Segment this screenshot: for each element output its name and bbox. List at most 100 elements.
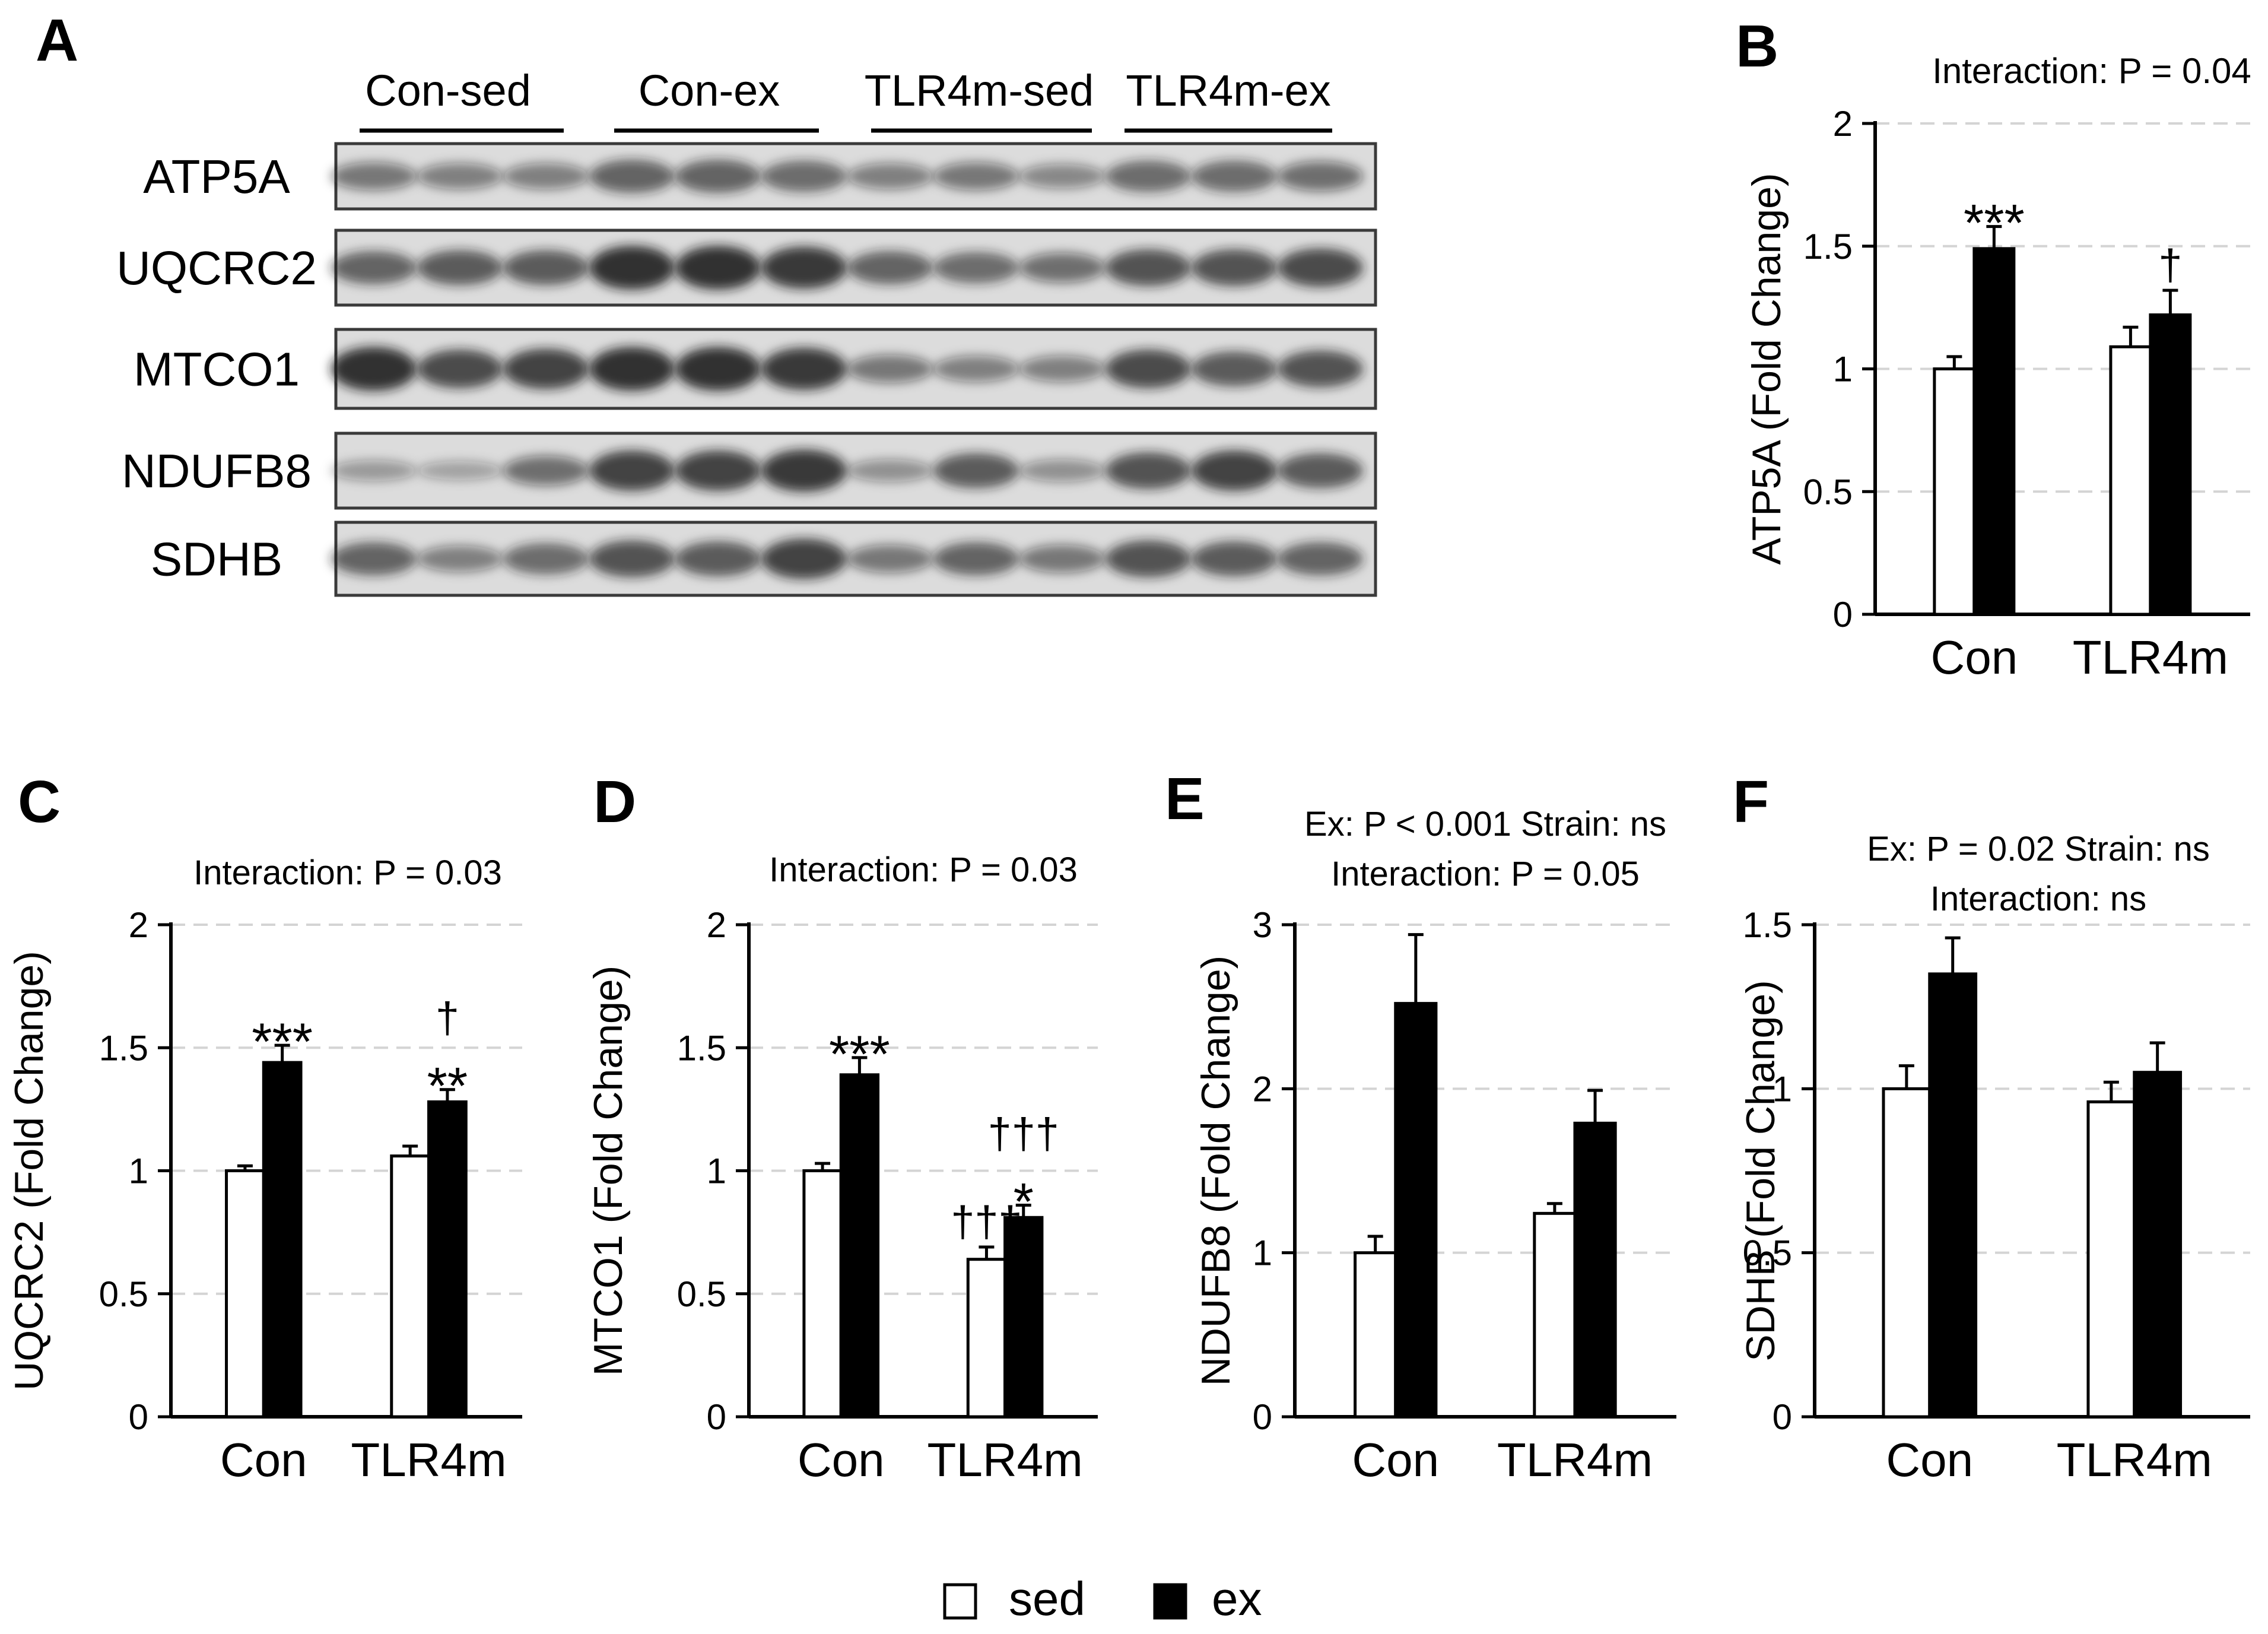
y-tick-label: 0 xyxy=(1833,595,1853,634)
y-tick-label: 2 xyxy=(1833,104,1853,144)
bar-ex-con xyxy=(839,1073,880,1419)
protein-band xyxy=(761,449,847,492)
protein-band xyxy=(331,162,417,191)
significance-marker: *** xyxy=(829,1024,890,1083)
protein-band xyxy=(503,250,589,285)
protein-band xyxy=(503,163,589,189)
protein-band xyxy=(675,347,761,391)
significance-marker: † xyxy=(2158,242,2182,289)
y-axis-label: SDHB (Fold Change) xyxy=(1738,980,1783,1361)
bar-ex-con xyxy=(1972,247,2016,616)
stat-header: Ex: P = 0.02 Strain: ns xyxy=(1867,830,2210,868)
blot-row-ndufb8: NDUFB8 xyxy=(122,431,1377,510)
protein-band xyxy=(933,453,1019,488)
protein-band xyxy=(1019,459,1105,482)
stat-header: Interaction: P = 0.03 xyxy=(769,851,1078,889)
y-tick-label: 1 xyxy=(129,1151,148,1191)
protein-band xyxy=(331,251,417,284)
protein-label: ATP5A xyxy=(143,150,290,203)
protein-band xyxy=(1192,160,1277,192)
protein-band xyxy=(761,538,847,579)
protein-band xyxy=(589,450,675,491)
significance-marker: *** xyxy=(252,1012,313,1071)
panel-label: B xyxy=(1736,13,1778,80)
bar-ex-tlr4m xyxy=(2133,1071,2183,1419)
significance-marker: ** xyxy=(427,1056,468,1115)
protein-band xyxy=(1278,161,1363,191)
protein-label: NDUFB8 xyxy=(122,445,312,497)
protein-band xyxy=(675,160,761,193)
y-tick-label: 1.5 xyxy=(677,1028,726,1068)
protein-band xyxy=(1019,356,1105,382)
blot-row-mtco1: MTCO1 xyxy=(134,328,1377,410)
protein-band xyxy=(1106,249,1191,286)
bar-ex-con xyxy=(1394,1002,1438,1419)
significance-marker: ††† xyxy=(988,1111,1059,1158)
y-tick-label: 0.5 xyxy=(677,1274,726,1314)
bar-ex-con xyxy=(1928,972,1978,1419)
protein-label: SDHB xyxy=(151,533,282,586)
stat-header: Interaction: P = 0.04 xyxy=(1932,51,2251,91)
protein-band xyxy=(933,356,1019,382)
protein-band xyxy=(761,348,847,390)
bar-ex-tlr4m xyxy=(1003,1216,1044,1419)
protein-band xyxy=(1278,350,1363,388)
protein-band xyxy=(761,160,847,192)
legend: sed ex xyxy=(943,1572,1262,1625)
protein-band xyxy=(847,355,933,383)
protein-band xyxy=(933,542,1019,576)
y-tick-label: 1.5 xyxy=(1743,905,1792,945)
category-label: TLR4m xyxy=(2057,1433,2212,1486)
protein-band xyxy=(847,459,933,482)
protein-band xyxy=(675,450,761,491)
legend-label-ex: ex xyxy=(1212,1572,1262,1625)
y-tick-label: 0 xyxy=(129,1397,148,1437)
protein-band xyxy=(1192,450,1277,491)
bar-sed-con xyxy=(802,1169,843,1419)
protein-band xyxy=(1278,248,1363,287)
y-tick-label: 2 xyxy=(1253,1069,1272,1109)
bar-charts: B Interaction: P = 0.04 0 0.5 1 1.5 2 ATP5A (Fo… xyxy=(7,13,2251,1486)
protein-band xyxy=(1019,545,1105,573)
y-tick-label: 0.5 xyxy=(1803,472,1853,512)
protein-band xyxy=(503,543,589,575)
panel-label: D xyxy=(593,769,636,835)
bar-sed-con xyxy=(1354,1251,1397,1419)
protein-band xyxy=(331,542,417,576)
bar-sed-tlr4m xyxy=(390,1154,431,1419)
protein-band xyxy=(675,541,761,576)
protein-band xyxy=(417,163,503,189)
western-blot-panel: A Con-sed Con-ex TLR4m-sed TLR4m-ex ATP5A UQCR… xyxy=(36,7,1377,597)
chart-panel-d: D Interaction: P = 0.03 0 0.5 1 1.5 2 MTCO1 (Fo… xyxy=(586,769,1098,1486)
bar-sed-con xyxy=(1933,367,1976,616)
blot-row-atp5a: ATP5A xyxy=(143,142,1377,211)
panel-label: C xyxy=(18,769,61,835)
bar-ex-con xyxy=(262,1061,303,1419)
protein-band xyxy=(417,461,503,480)
y-axis-label: NDUFB8 (Fold Change) xyxy=(1193,956,1238,1386)
protein-band xyxy=(331,460,417,481)
bar-ex-tlr4m xyxy=(1573,1121,1617,1419)
protein-band xyxy=(589,246,675,290)
bar-sed-con xyxy=(1882,1087,1932,1419)
lane-group-label: TLR4m-sed xyxy=(865,66,1094,115)
bar-sed-tlr4m xyxy=(2086,1100,2136,1419)
protein-band xyxy=(675,246,761,290)
bar-ex-tlr4m xyxy=(2149,313,2192,616)
y-tick-label: 1 xyxy=(1253,1233,1272,1273)
legend-swatch-ex xyxy=(1153,1583,1187,1620)
bar-ex-tlr4m xyxy=(427,1100,468,1419)
panel-label: E xyxy=(1165,766,1205,832)
protein-label: MTCO1 xyxy=(134,343,300,396)
protein-band xyxy=(1019,253,1105,283)
legend-swatch-sed xyxy=(943,1583,977,1620)
category-label: Con xyxy=(798,1433,885,1486)
protein-band xyxy=(1278,453,1363,488)
category-label: TLR4m xyxy=(1497,1433,1653,1486)
protein-label: UQCRC2 xyxy=(116,242,317,294)
protein-band xyxy=(589,540,675,578)
y-tick-label: 0 xyxy=(1253,1397,1272,1437)
protein-band xyxy=(417,350,503,388)
protein-band xyxy=(1106,540,1191,578)
category-label: Con xyxy=(1352,1433,1439,1486)
